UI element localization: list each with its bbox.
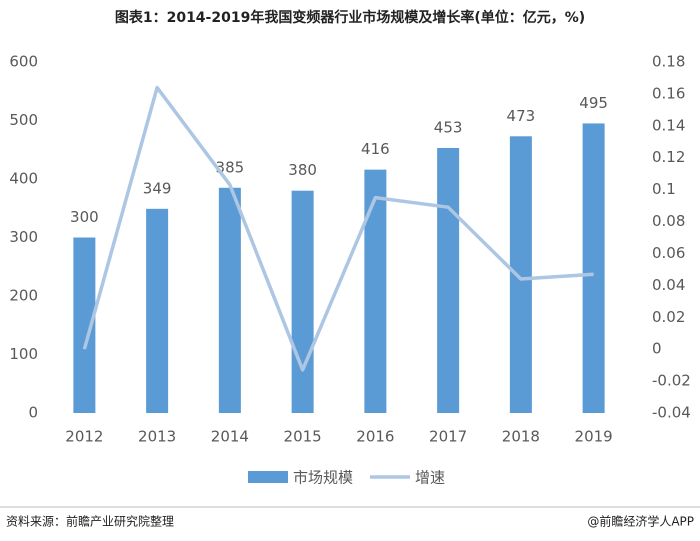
data-label: 380 [288,161,317,179]
data-label: 473 [507,107,536,125]
credit: @前瞻经济学人APP [587,514,694,529]
y2-tick-label: -0.02 [652,372,691,390]
x-tick-label: 2013 [138,428,176,446]
y2-tick-label: 0.1 [652,180,676,198]
x-tick-label: 2014 [211,428,249,446]
bar [146,208,169,413]
y2-tick-label: 0.08 [652,212,685,230]
bar [364,169,387,413]
x-tick-label: 2012 [65,428,103,446]
y-tick-label: 500 [9,111,38,129]
source: 资料来源：前瞻产业研究院整理 [6,514,174,529]
bar [582,123,605,414]
legend-swatch [248,471,288,483]
y-tick-label: 600 [9,53,38,71]
y2-tick-label: 0 [652,340,662,358]
x-tick-label: 2016 [356,428,394,446]
data-label: 416 [361,140,390,158]
y2-tick-label: 0.16 [652,84,685,102]
bar [437,147,460,413]
data-label: 495 [579,94,608,112]
data-label: 300 [70,208,99,226]
bar [291,190,314,413]
y2-tick-label: 0.18 [652,53,685,71]
y2-tick-label: 0.12 [652,148,685,166]
y2-tick-label: 0.02 [652,308,685,326]
y2-tick-label: 0.04 [652,276,685,294]
x-tick-label: 2015 [284,428,322,446]
chart-title: 图表1：2014-2019年我国变频器行业市场规模及增长率(单位：亿元，%) [115,9,585,26]
bar [73,237,96,413]
bar [218,187,241,413]
line [82,85,594,372]
legend-label: 增速 [415,469,445,487]
x-tick-label: 2018 [502,428,540,446]
y-tick-label: 100 [9,345,38,363]
data-label: 349 [143,179,172,197]
x-tick-label: 2017 [429,428,467,446]
bar [509,136,532,414]
y2-tick-label: 0.14 [652,116,685,134]
data-label: 453 [434,118,463,136]
y2-tick-label: 0.06 [652,244,685,262]
y-tick-label: 400 [9,170,38,188]
y2-tick-label: -0.04 [652,404,691,422]
x-tick-label: 2019 [575,428,613,446]
y-tick-label: 300 [9,228,38,246]
y-tick-label: 0 [28,404,38,422]
data-label: 385 [216,158,245,176]
legend-label: 市场规模 [293,469,353,487]
y-tick-label: 200 [9,287,38,305]
